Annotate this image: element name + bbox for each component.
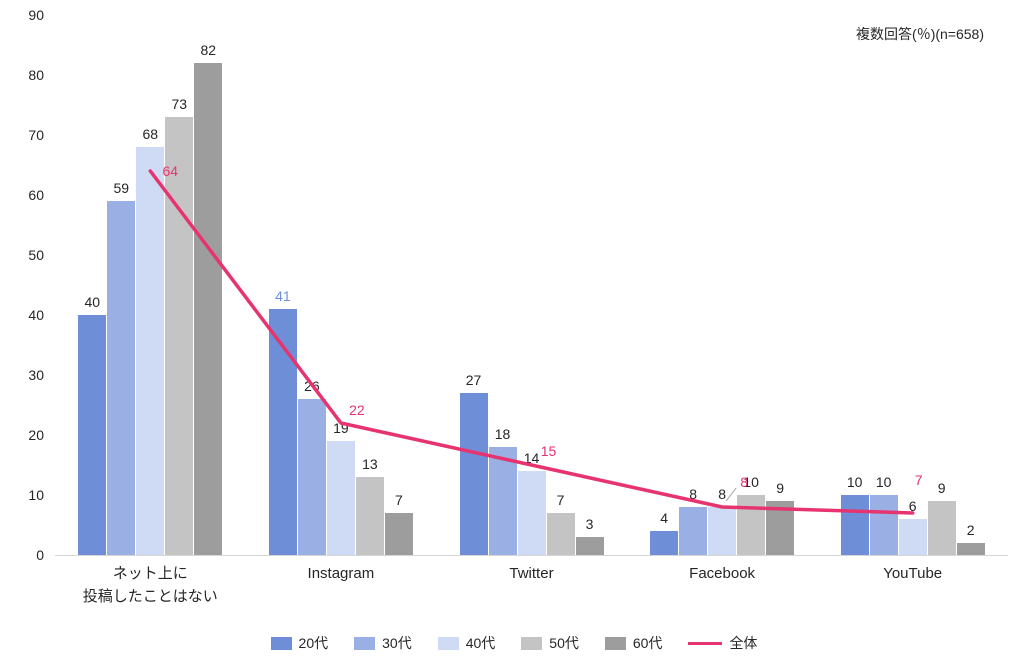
category-label: Facebook [689,565,756,582]
bar [898,519,927,555]
legend-label: 20代 [298,635,329,651]
y-axis-tick-label: 30 [28,367,44,383]
bar-value-label: 19 [333,420,349,436]
line-value-label: 7 [914,472,923,488]
bar [679,507,708,555]
line-value-label: 15 [540,443,557,459]
y-axis-tick-label: 50 [28,247,44,263]
bar-value-label: 3 [585,516,594,532]
bar [194,63,223,555]
y-axis-tick-label: 20 [28,427,44,443]
bar [546,513,575,555]
bar-value-label: 7 [556,492,565,508]
y-axis-tick-label: 80 [28,67,44,83]
bar-value-label: 9 [937,480,946,496]
bar [78,315,107,555]
bar [355,477,384,555]
bar [107,201,136,555]
bar [459,393,488,555]
legend-swatch [521,636,543,650]
legend-label: 60代 [632,635,663,651]
bar [708,507,737,555]
bar [650,531,679,555]
bar [517,471,546,555]
bar [956,543,985,555]
bar-value-label: 40 [84,294,101,310]
bar-value-label: 68 [142,126,159,142]
line-value-label: 64 [162,163,179,179]
bar-value-label: 73 [171,96,188,112]
y-axis-tick-label: 60 [28,187,44,203]
category-label: Twitter [509,565,554,582]
legend-item-30代: 30代 [354,633,412,653]
bar-value-label: 9 [776,480,784,496]
bar [268,309,297,555]
legend-line-swatch [688,641,723,645]
legend-item-20代: 20代 [270,633,329,653]
chart-annotation: 複数回答(％)(n=658) [856,26,984,42]
bar [737,495,766,555]
category-label: Instagram [307,565,375,582]
chart-legend: 20代 30代 40代 50代 60代 全体 [0,633,1028,653]
bar-value-label: 27 [465,372,482,388]
legend-swatch [604,636,626,650]
legend-item-60代: 60代 [604,633,663,653]
bar-value-label: 2 [966,522,975,538]
bar-value-label: 4 [660,510,668,526]
legend-label: 全体 [729,635,758,651]
legend-label: 30代 [382,635,412,651]
bar-value-label: 82 [200,42,217,58]
legend-label: 40代 [465,635,496,651]
y-axis-tick-label: 70 [28,127,44,143]
y-axis-tick-label: 10 [28,487,44,503]
legend-swatch [354,636,376,650]
bar-value-label: 7 [394,492,403,508]
bar [136,147,165,555]
category-label: YouTube [883,565,943,582]
bar-value-label: 26 [304,378,320,394]
bar [384,513,413,555]
line-value-label: 22 [349,402,365,418]
legend-swatch [270,636,292,650]
bar [165,117,194,555]
legend-swatch [437,636,459,650]
bar-value-label: 59 [113,180,130,196]
bar [927,501,956,555]
category-label: ネット上に 投稿したことはない [82,565,218,605]
legend-item-50代: 50代 [521,633,579,653]
bar [840,495,869,555]
legend-item-40代: 40代 [437,633,496,653]
y-axis-tick-label: 0 [36,547,44,563]
line-value-label: 8 [740,474,748,490]
bar-value-label: 18 [494,426,511,442]
bar [766,501,795,555]
bar-value-label: 13 [362,456,378,472]
legend-label: 50代 [549,635,579,651]
legend-item-全体: 全体 [688,633,757,653]
y-axis-tick-label: 90 [28,7,44,23]
bar [575,537,604,555]
bar-value-label: 41 [275,288,291,304]
y-axis-tick-label: 40 [28,307,44,323]
x-axis-line [55,555,1008,556]
